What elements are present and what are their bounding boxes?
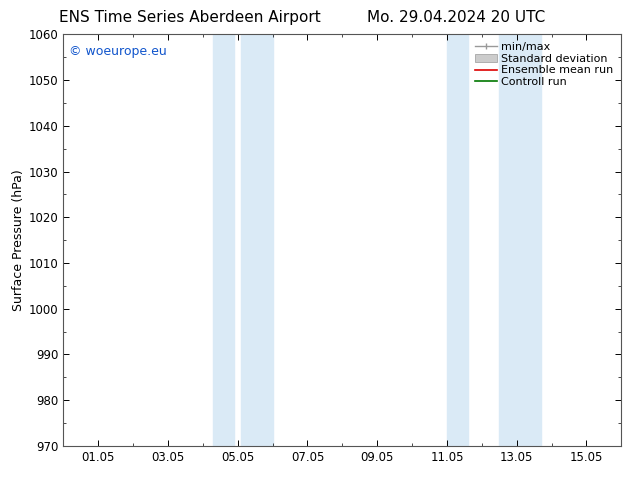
Bar xyxy=(500,34,541,446)
Text: © woeurope.eu: © woeurope.eu xyxy=(69,45,167,58)
Bar xyxy=(447,34,468,446)
Bar xyxy=(213,34,235,446)
Bar xyxy=(241,34,273,446)
Y-axis label: Surface Pressure (hPa): Surface Pressure (hPa) xyxy=(11,169,25,311)
Text: Mo. 29.04.2024 20 UTC: Mo. 29.04.2024 20 UTC xyxy=(367,10,546,25)
Text: ENS Time Series Aberdeen Airport: ENS Time Series Aberdeen Airport xyxy=(60,10,321,25)
Legend: min/max, Standard deviation, Ensemble mean run, Controll run: min/max, Standard deviation, Ensemble me… xyxy=(472,40,616,89)
